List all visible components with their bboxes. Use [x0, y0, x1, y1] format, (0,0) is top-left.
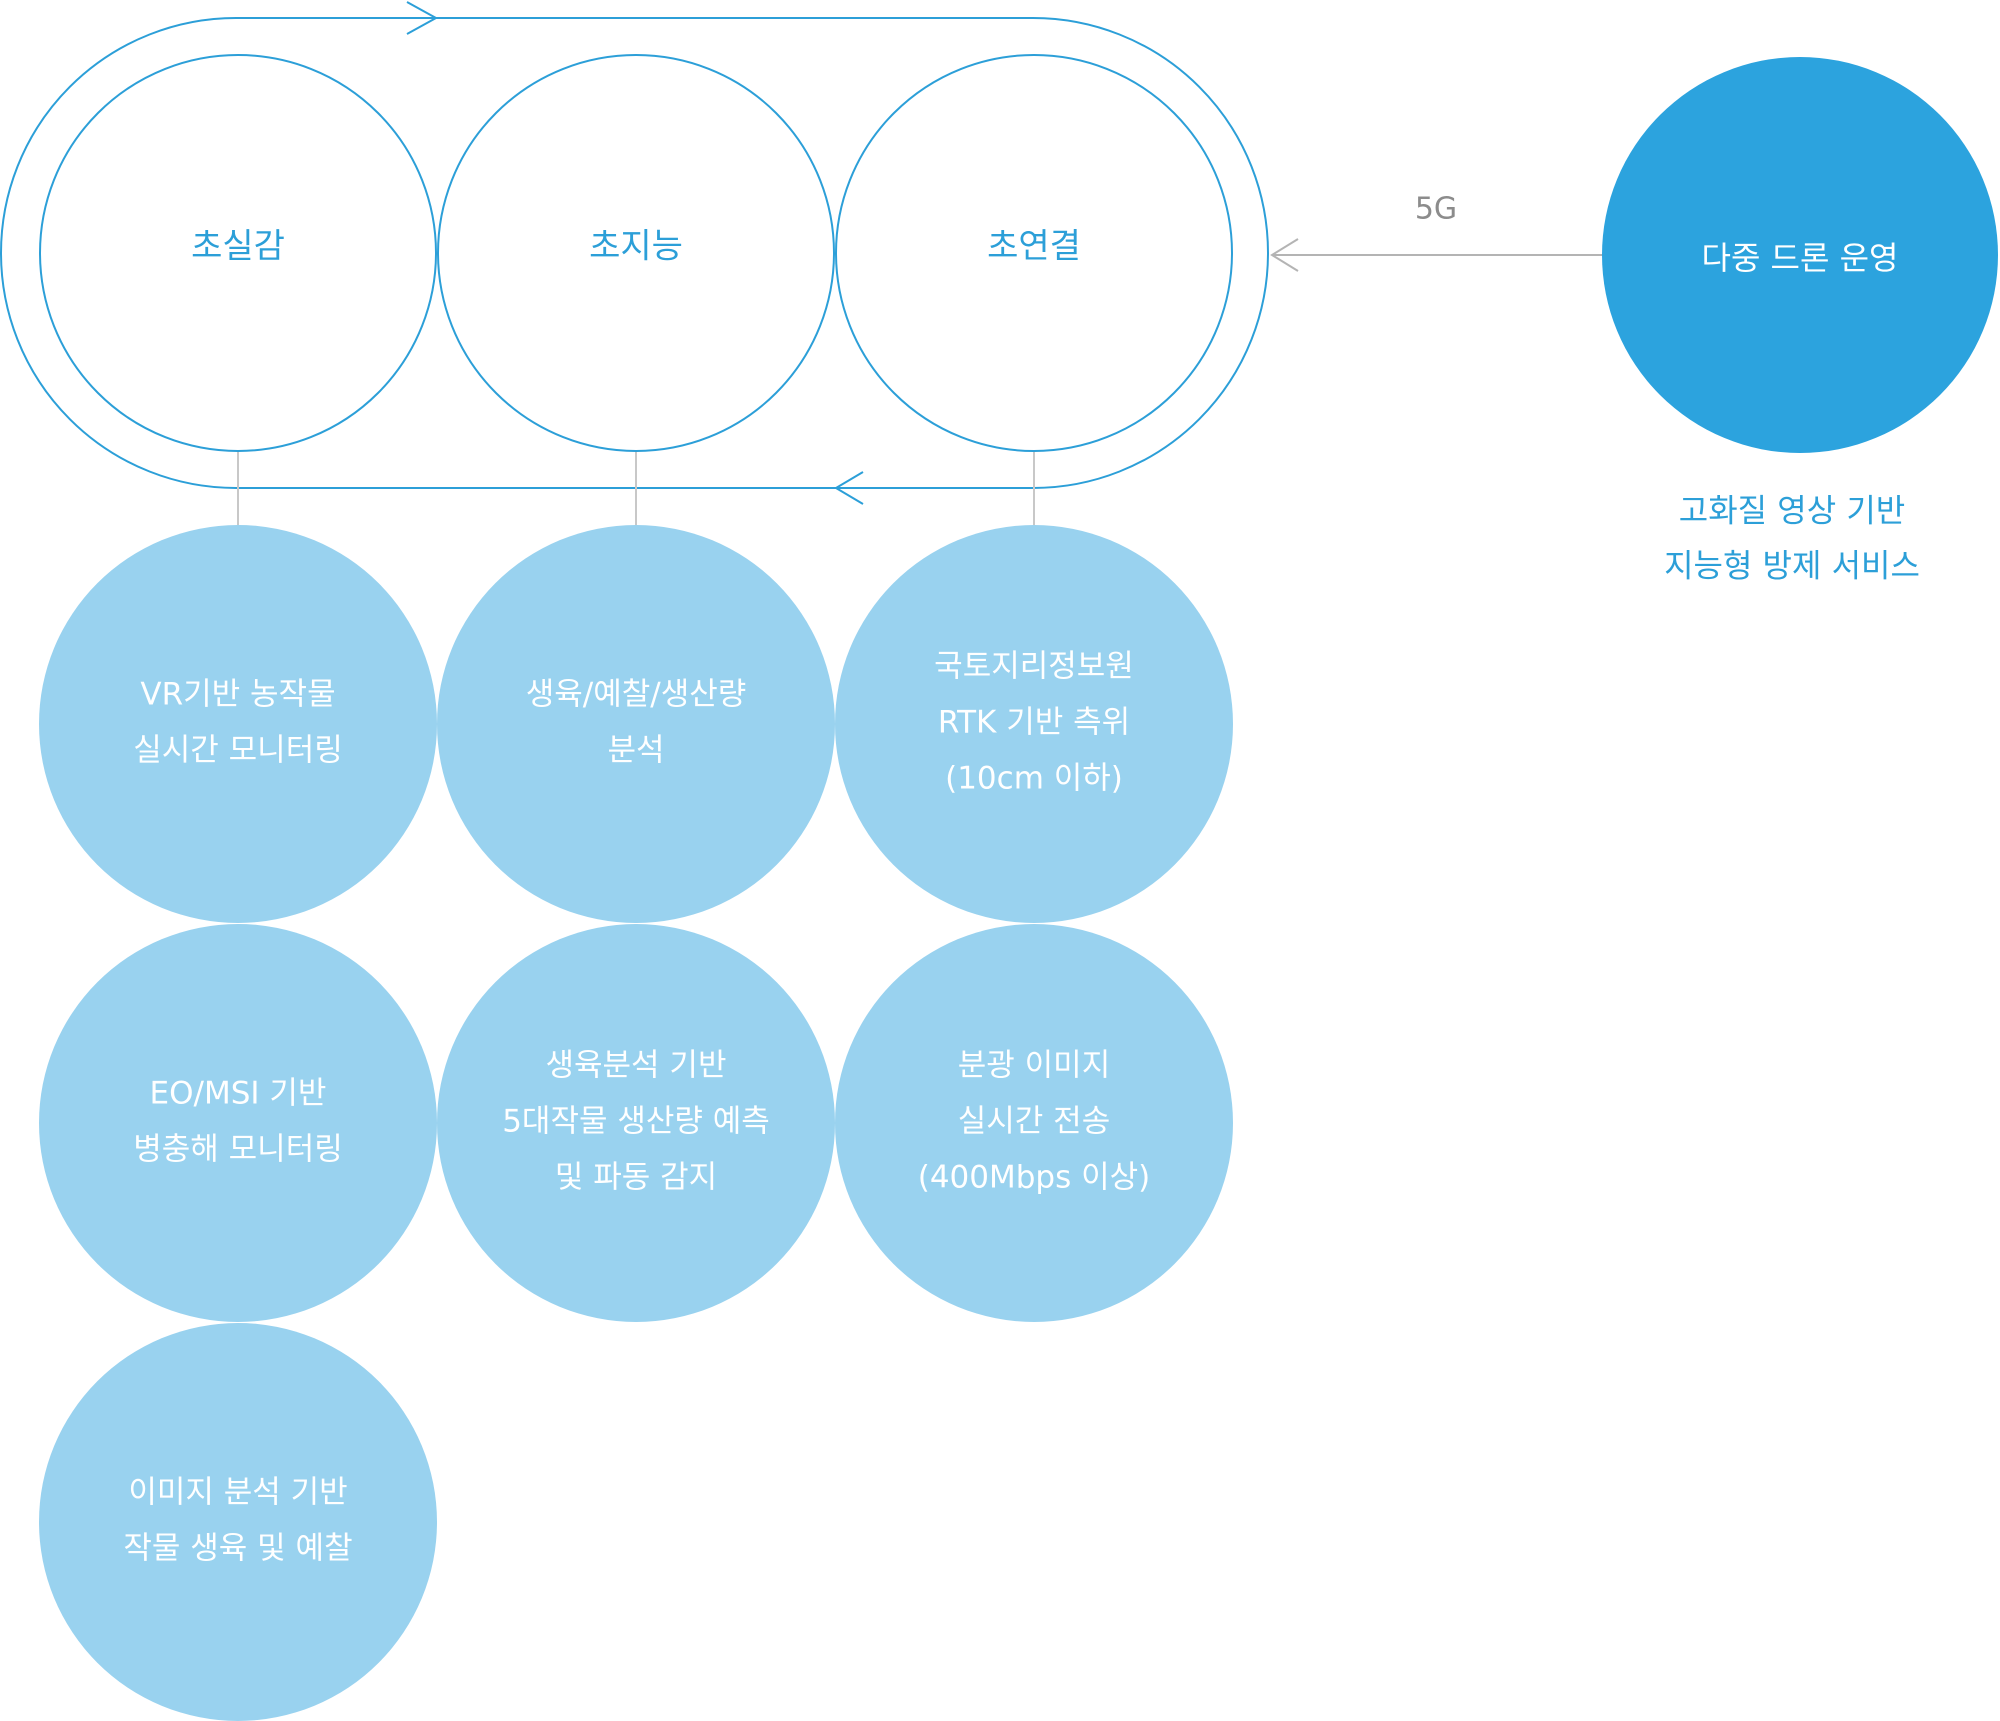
feature-label: 분광 이미지: [958, 1048, 1110, 1084]
feature-label: 실시간 전송: [958, 1104, 1110, 1140]
pillar-circles-group: 초실감 초지능 초연결: [39, 54, 1233, 452]
feature-label: 이미지 분석 기반: [128, 1475, 347, 1511]
pillar-label: 초실감: [191, 227, 285, 267]
connector-lines-group: [237, 451, 1035, 525]
feature-circle: [39, 525, 437, 923]
drone-operation-circle: [1602, 57, 1998, 453]
pillar-label: 초지능: [589, 227, 683, 267]
feature-label: RTK 기반 측위: [938, 705, 1130, 741]
feature-label: 및 파동 감지: [555, 1160, 717, 1196]
pillar-circle: [835, 54, 1233, 452]
feature-label: 병충해 모니터링: [133, 1132, 343, 1168]
feature-circle: [39, 1323, 437, 1721]
loop-arrow-right-icon: [406, 1, 439, 35]
pillar-circle: [39, 54, 437, 452]
feature-label: 작물 생육 및 예찰: [123, 1531, 352, 1567]
service-description-line: 고화질 영상 기반: [1679, 492, 1905, 530]
drone-operation-label: 다중 드론 운영: [1702, 239, 1899, 277]
feature-circle: [39, 924, 437, 1322]
feature-label: 5대작물 생산량 예측: [502, 1104, 770, 1140]
pillar-label: 초연결: [987, 227, 1081, 267]
feature-circle: [437, 924, 835, 1322]
feature-label: 실시간 모니터링: [133, 733, 343, 769]
feature-circle: [835, 525, 1233, 923]
feature-label: (10cm 이하): [945, 761, 1123, 797]
5g-arrow-icon: [1270, 238, 1299, 272]
5g-label: 5G: [1415, 192, 1457, 227]
feature-circle: [437, 525, 835, 923]
service-description-line: 지능형 방제 서비스: [1664, 547, 1920, 585]
feature-label: EO/MSI 기반: [150, 1076, 327, 1112]
feature-label: (400Mbps 이상): [918, 1160, 1151, 1196]
feature-circle: [835, 924, 1233, 1322]
feature-label: VR기반 농작물: [140, 677, 335, 713]
loop-arrow-left-icon: [834, 471, 864, 505]
pillar-circle: [437, 54, 835, 452]
feature-label: 분석: [607, 733, 664, 769]
feature-label: 생육분석 기반: [546, 1048, 727, 1084]
feature-label: 국토지리정보원: [934, 649, 1134, 685]
feature-label: 생육/예찰/생산량: [526, 677, 747, 713]
